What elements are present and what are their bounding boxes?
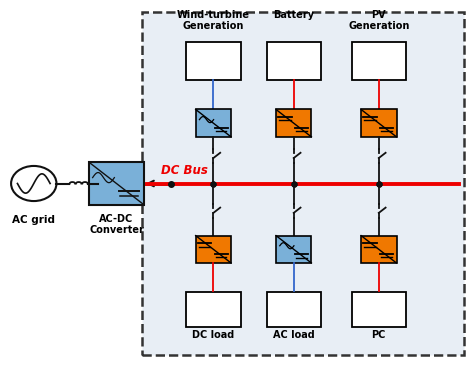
Bar [143,12,464,355]
Bar [266,292,321,327]
Bar [186,42,240,80]
Text: PV
Generation: PV Generation [348,10,410,32]
Bar [352,292,406,327]
Text: AC load: AC load [273,330,315,340]
Bar [89,163,144,204]
Text: Wind-turbine
Generation: Wind-turbine Generation [177,10,250,32]
Text: Battery: Battery [273,10,314,20]
Text: AC-DC
Converter: AC-DC Converter [89,214,144,235]
Bar [276,109,311,137]
Bar [276,236,311,263]
Text: DC load: DC load [192,330,235,340]
Bar [266,42,321,80]
Bar [196,236,231,263]
Bar [186,292,240,327]
Text: AC grid: AC grid [12,215,55,225]
Text: DC Bus: DC Bus [161,164,208,177]
Bar [196,109,231,137]
Circle shape [11,166,56,201]
Text: PC: PC [372,330,386,340]
Bar [352,42,406,80]
Bar [361,109,397,137]
Bar [361,236,397,263]
